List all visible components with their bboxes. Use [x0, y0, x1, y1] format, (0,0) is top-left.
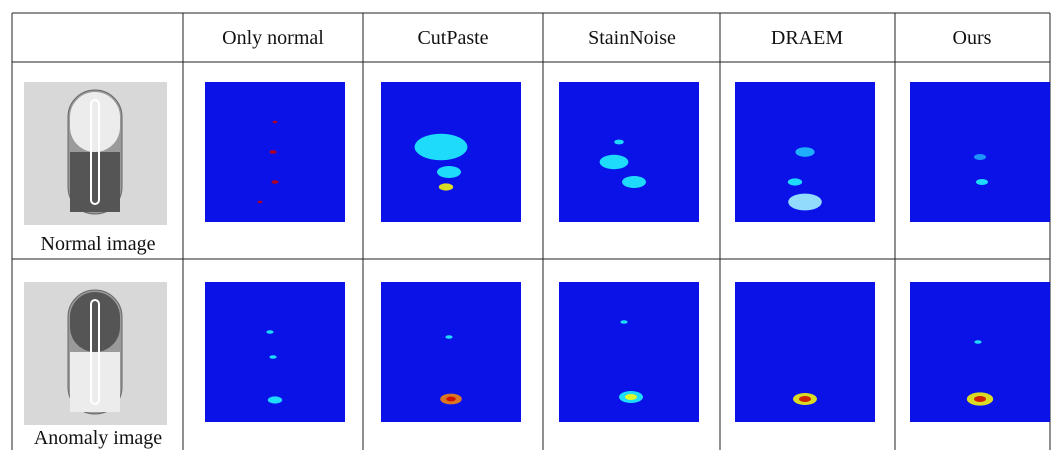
heat-spot	[974, 154, 986, 160]
heat-spot	[273, 121, 278, 123]
heat-spot	[620, 320, 627, 324]
heatmap	[910, 282, 1050, 422]
heatmap	[735, 82, 875, 222]
row-label: Normal image	[41, 233, 156, 255]
heatmap-bg	[910, 82, 1050, 222]
heatmap-bg	[559, 82, 699, 222]
row-label: Anomaly image	[34, 427, 162, 449]
heatmap	[381, 282, 521, 422]
column-header: CutPaste	[417, 27, 488, 49]
figure-table: Only normal CutPaste StainNoise DRAEM Ou…	[0, 0, 1057, 450]
heatmap	[735, 282, 875, 422]
heat-spot	[269, 355, 276, 359]
heat-spot	[269, 150, 276, 154]
heat-spot	[445, 335, 452, 339]
capsule-light-end	[70, 384, 120, 412]
heatmap	[381, 82, 521, 222]
page: Only normal CutPaste StainNoise DRAEM Ou…	[0, 0, 1057, 455]
heat-spot	[446, 397, 456, 402]
capsule-image	[24, 282, 167, 425]
column-header: Only normal	[222, 27, 324, 49]
heat-spot	[437, 166, 461, 178]
heat-spot	[614, 140, 624, 145]
heat-spot	[788, 194, 822, 211]
heat-spot	[266, 330, 273, 334]
heat-spot	[625, 394, 637, 400]
capsule-dark-end	[70, 152, 120, 182]
heat-spot	[974, 396, 986, 402]
heatmap	[559, 82, 699, 222]
heat-spot	[415, 134, 468, 160]
capsule-image	[24, 82, 167, 225]
heat-spot	[788, 178, 802, 185]
column-header: Ours	[953, 27, 992, 49]
heat-spot	[976, 179, 988, 185]
heat-spot	[799, 396, 811, 402]
heatmap	[205, 282, 345, 422]
heat-spot	[258, 201, 263, 203]
heat-spot	[268, 396, 282, 403]
column-header: DRAEM	[771, 27, 843, 49]
heat-spot	[439, 183, 453, 190]
column-header: StainNoise	[588, 27, 676, 49]
heat-spot	[974, 340, 981, 344]
heatmap	[559, 282, 699, 422]
heatmap	[910, 82, 1050, 222]
heatmap	[205, 82, 345, 222]
heat-spot	[622, 176, 646, 188]
heat-spot	[600, 155, 629, 169]
heat-spot	[795, 147, 814, 157]
heat-spot	[271, 180, 278, 184]
